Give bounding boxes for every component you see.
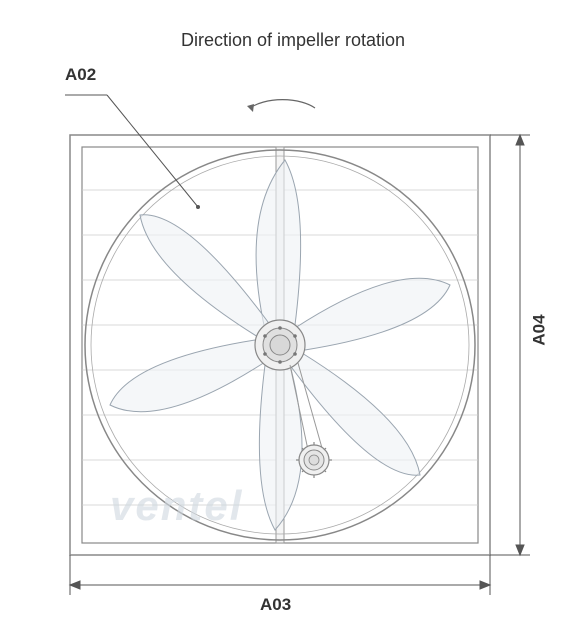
rotation-arrow bbox=[247, 100, 315, 112]
leader-a02 bbox=[65, 95, 200, 209]
label-a04: A04 bbox=[529, 314, 549, 345]
page-title: Direction of impeller rotation bbox=[181, 30, 405, 51]
fan-hub bbox=[255, 320, 305, 370]
drawing-container: A02 A03 A04 ventel bbox=[30, 60, 550, 620]
dimension-a04 bbox=[490, 135, 530, 555]
label-a03: A03 bbox=[260, 595, 291, 615]
label-a02: A02 bbox=[65, 65, 96, 85]
dimension-a03 bbox=[70, 555, 490, 595]
technical-diagram bbox=[30, 60, 550, 620]
watermark: ventel bbox=[110, 482, 243, 530]
